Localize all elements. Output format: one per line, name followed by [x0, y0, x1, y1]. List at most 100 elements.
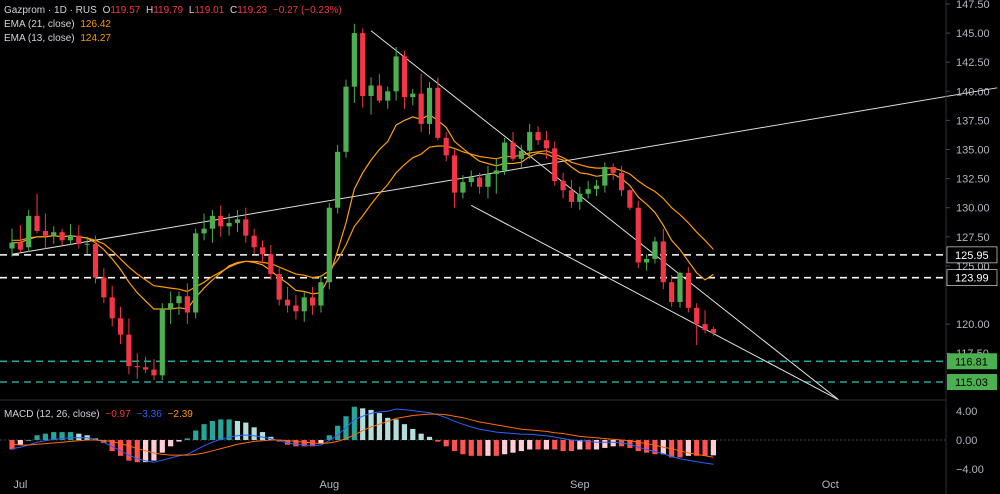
candle — [426, 81, 433, 135]
candle-body — [284, 299, 291, 306]
ema13-line — [12, 113, 714, 310]
candle-body — [451, 155, 458, 193]
trendline[interactable] — [471, 204, 839, 401]
candle-body — [42, 231, 48, 236]
candle — [518, 144, 524, 169]
macd-histogram-bar — [51, 432, 57, 440]
candle-body — [17, 242, 23, 250]
candle — [259, 240, 266, 264]
macd-pane — [0, 406, 946, 465]
macd-histogram-bar — [401, 424, 408, 440]
macd-histogram-bar — [134, 440, 140, 463]
candle — [602, 162, 608, 193]
macd-histogram-bar — [101, 440, 107, 444]
macd-histogram-bar — [226, 419, 232, 440]
high-value: 119.79 — [153, 5, 184, 16]
macd-histogram-bar — [535, 440, 541, 450]
candle — [326, 203, 332, 290]
macd-histogram-bar — [318, 440, 324, 444]
level-price-tag — [947, 353, 997, 370]
candle — [17, 225, 23, 252]
candle-body — [51, 232, 57, 236]
candle — [34, 193, 40, 234]
macd-histogram-bar — [151, 440, 157, 461]
macd-histogram-bar — [493, 440, 499, 456]
candle — [660, 228, 666, 290]
ema21-legend[interactable]: EMA (21, close) 126.42 — [4, 19, 114, 30]
candle — [159, 303, 165, 381]
macd-histogram-bar — [518, 440, 524, 452]
candle-body — [677, 272, 683, 303]
macd-axis[interactable]: 4.00 0.00 −4.00 — [956, 406, 984, 476]
candle-body — [193, 233, 199, 313]
ema13-legend[interactable]: EMA (13, close) 124.27 — [4, 33, 114, 44]
candle — [293, 295, 299, 320]
level-price-label: 125.95 — [955, 250, 989, 262]
candle-body — [9, 242, 15, 249]
open-value: 119.57 — [110, 5, 141, 16]
candle — [418, 73, 424, 133]
candle — [151, 359, 157, 381]
ema21-value: 126.42 — [80, 19, 111, 30]
macd-histogram-bar — [694, 440, 700, 456]
macd-histogram-bar — [435, 440, 441, 442]
macd-histogram-bar — [568, 440, 575, 452]
macd-histogram-bar — [376, 413, 382, 440]
macd-histogram-bar — [109, 440, 115, 452]
candle-body — [652, 241, 658, 259]
candle — [251, 228, 257, 255]
horizontal-levels — [0, 254, 946, 383]
candle-body — [34, 215, 40, 232]
time-tick-label: Sep — [570, 479, 590, 491]
macd-histogram-bar — [410, 428, 416, 440]
close-label: C — [230, 5, 238, 16]
price-axis[interactable]: 147.50 145.00 142.50 140.00 137.50 135.00 132.… — [946, 0, 998, 390]
signal-line — [11, 413, 714, 458]
candle — [109, 285, 115, 327]
candle — [552, 141, 558, 186]
macd-histogram-bar — [485, 440, 491, 456]
candle-body — [418, 93, 424, 124]
candle — [443, 132, 449, 162]
macd-histogram-bar — [426, 436, 433, 440]
macd-name: MACD (12, 26, close) — [4, 409, 100, 420]
price-tick-label: 147.50 — [956, 0, 990, 11]
candle — [477, 172, 483, 194]
candle — [134, 353, 140, 379]
macd-histogram-bar — [335, 425, 341, 440]
candle — [343, 79, 349, 158]
candle-body — [176, 296, 182, 304]
macd-histogram-bar — [184, 438, 190, 440]
macd-histogram-bar — [251, 427, 257, 440]
candle-body — [669, 282, 675, 303]
trendline[interactable] — [370, 30, 839, 401]
macd-tick-label: 4.00 — [956, 406, 977, 418]
macd-histogram-bar — [552, 440, 558, 450]
symbol-title: Gazprom · 1D · RUS — [4, 5, 97, 16]
symbol-legend[interactable]: Gazprom · 1D · RUS O119.57 H119.79 L119.… — [4, 5, 345, 16]
candle — [527, 123, 533, 159]
candle — [635, 200, 641, 269]
candle — [76, 225, 82, 249]
ema-lines — [12, 113, 714, 310]
candle-body — [101, 277, 107, 298]
level-price-label: 123.99 — [955, 273, 989, 285]
macd-histogram-bar — [602, 440, 608, 448]
macd-histogram-bar — [635, 440, 641, 452]
candle-body — [335, 151, 341, 208]
macd-legend[interactable]: MACD (12, 26, close) −0.97 −3.36 −2.39 — [4, 409, 196, 420]
candle-body — [635, 207, 641, 263]
macd-histogram-bar — [168, 440, 174, 447]
candle — [318, 275, 324, 313]
time-axis[interactable]: Jul Aug Sep Oct — [13, 479, 839, 491]
candle — [176, 291, 182, 315]
candle — [376, 73, 382, 103]
macd-tick-label: −4.00 — [956, 464, 984, 476]
close-value: 119.23 — [237, 5, 268, 16]
candle-body — [67, 235, 74, 241]
macd-tick-label: 0.00 — [956, 435, 977, 447]
candle — [451, 149, 458, 208]
macd-histogram-bar — [710, 440, 716, 456]
